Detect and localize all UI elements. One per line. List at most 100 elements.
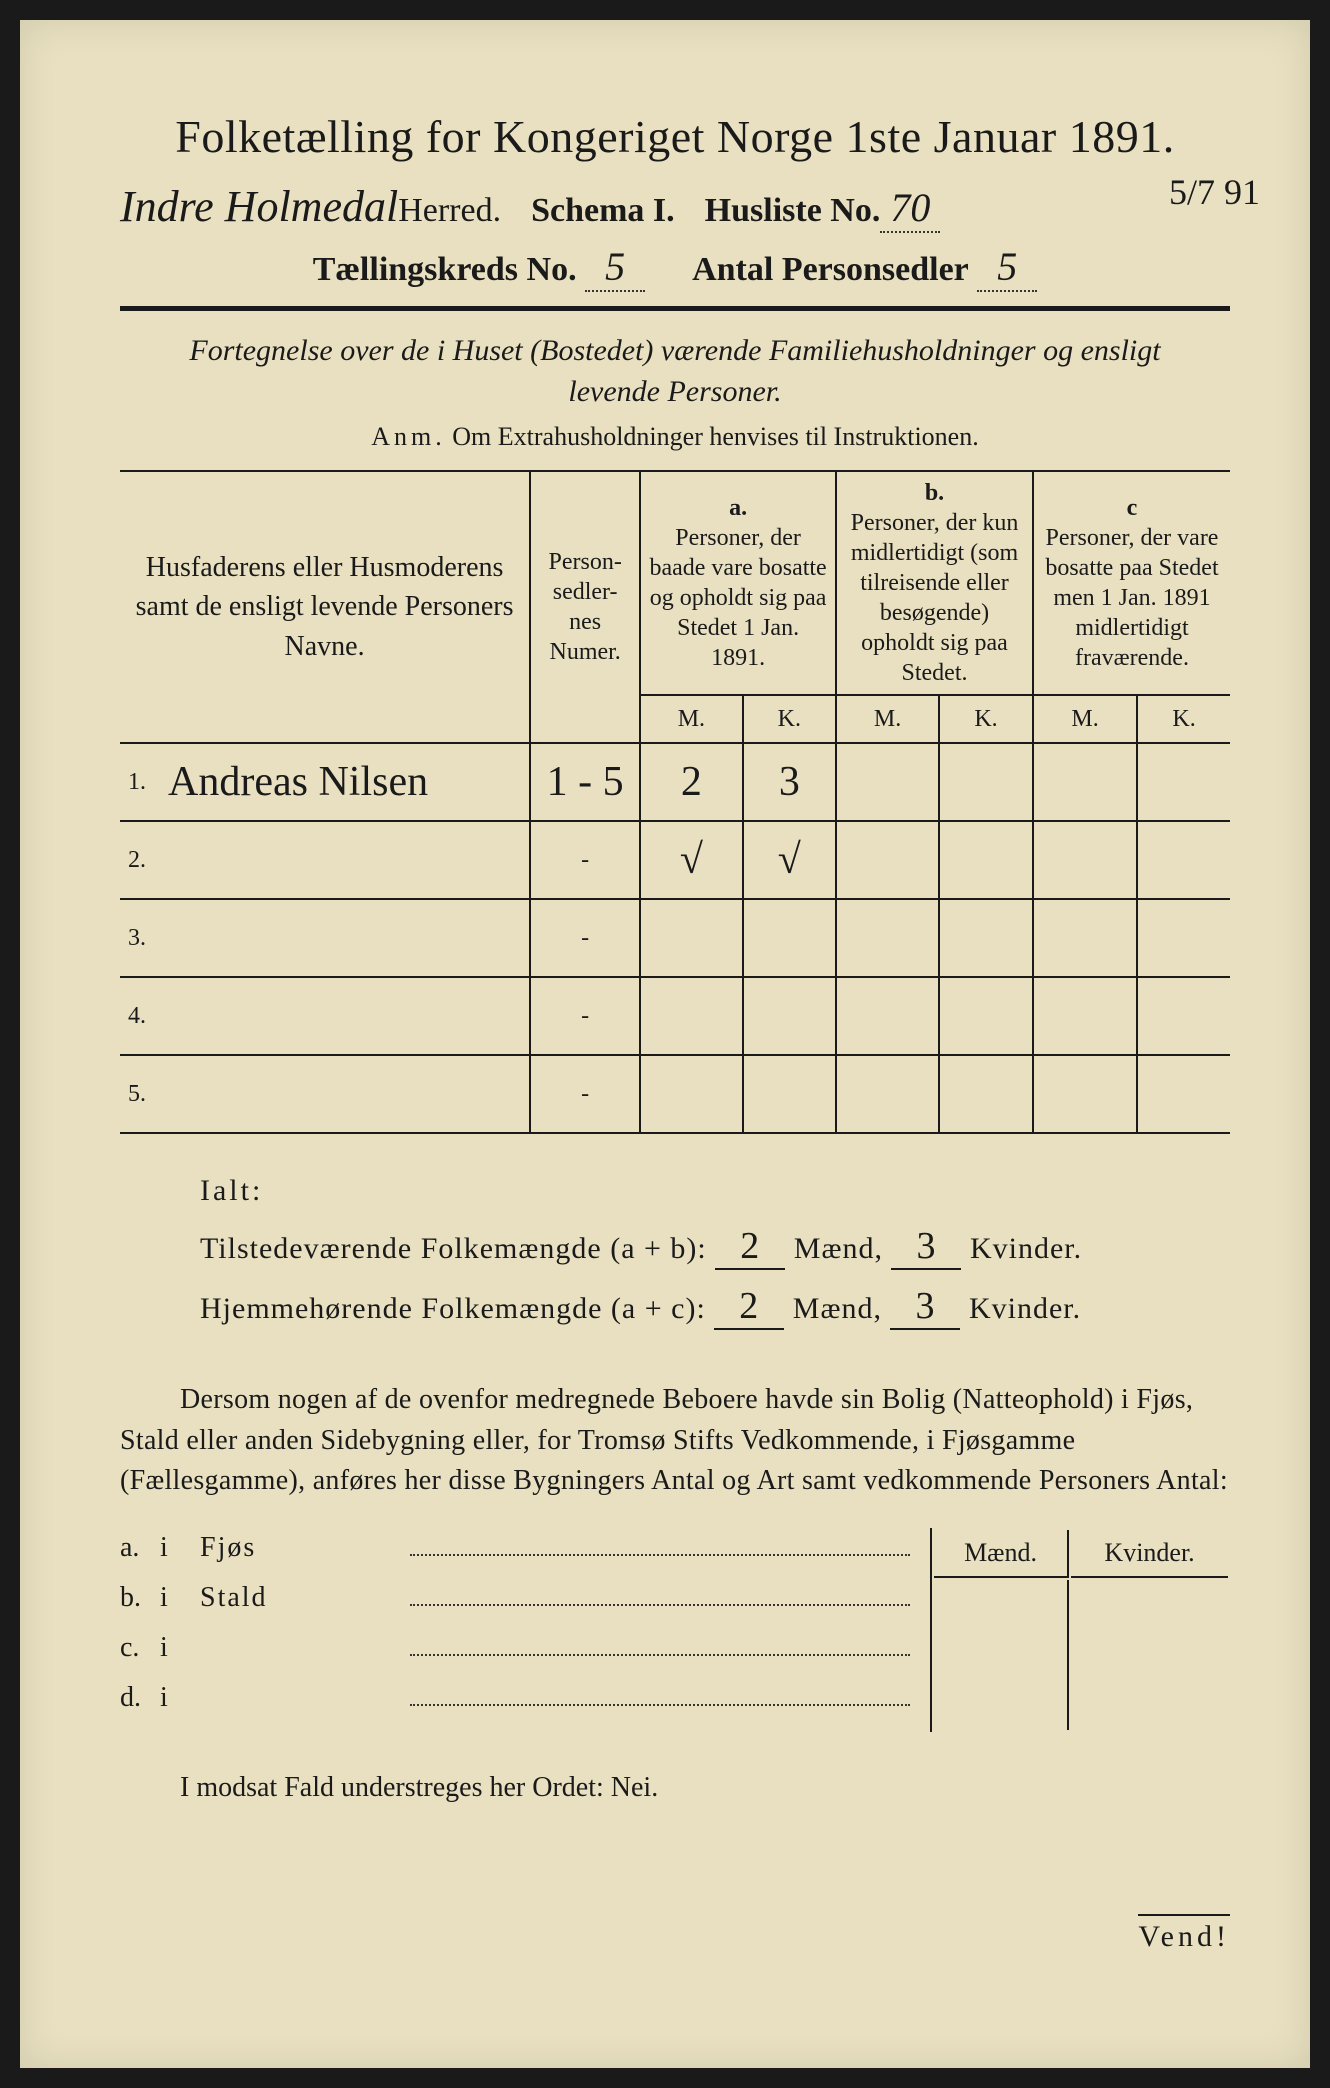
b-m-cell — [836, 821, 939, 899]
header-row-2: Indre Holmedal Herred. Schema I. Huslist… — [120, 181, 1230, 233]
col-b-k: K. — [939, 695, 1033, 743]
c-k-cell — [1137, 899, 1230, 977]
row-number: 3. — [120, 899, 160, 977]
outbuilding-line: b.iStald — [120, 1578, 910, 1614]
totals-block: Ialt: Tilstedeværende Folkemængde (a + b… — [200, 1174, 1230, 1330]
b-k-cell — [939, 899, 1033, 977]
census-form-page: Folketælling for Kongeriget Norge 1ste J… — [20, 20, 1310, 2068]
anm-label: Anm. — [371, 422, 446, 451]
table-row: 4. - — [120, 977, 1230, 1055]
b-k-cell — [939, 977, 1033, 1055]
b-k-cell — [939, 1055, 1033, 1133]
a-k-cell: √ — [743, 821, 836, 899]
herred-name: Indre Holmedal — [120, 181, 398, 232]
ob-head-k: Kvinder. — [1071, 1530, 1228, 1578]
divider — [120, 306, 1230, 311]
b-m-cell — [836, 977, 939, 1055]
kreds-no: 5 — [585, 243, 645, 292]
vendl-label: Vend! — [1138, 1914, 1230, 1954]
margin-date: 5/7 91 — [1169, 171, 1260, 213]
name-cell — [160, 1055, 530, 1133]
name-cell — [160, 899, 530, 977]
ialt-label: Ialt: — [200, 1174, 1230, 1208]
page-title: Folketælling for Kongeriget Norge 1ste J… — [120, 110, 1230, 163]
table-row: 3. - — [120, 899, 1230, 977]
a-m-cell: 2 — [640, 743, 742, 821]
table-row: 1.Andreas Nilsen1 - 523 — [120, 743, 1230, 821]
col-head-names: Husfaderens eller Husmoderens samt de en… — [120, 471, 530, 743]
b-k-cell — [939, 821, 1033, 899]
a-k-cell: 3 — [743, 743, 836, 821]
anm-text: Om Extrahusholdninger henvises til Instr… — [452, 422, 978, 451]
a-m-cell: √ — [640, 821, 742, 899]
col-head-b: b. Personer, der kun midlertidigt (som t… — [836, 471, 1033, 695]
c-m-cell — [1033, 1055, 1137, 1133]
a-m-cell — [640, 977, 742, 1055]
a-k-cell — [743, 899, 836, 977]
outbuilding-lines: a.iFjøs b.iStald c.i d.i — [120, 1528, 910, 1732]
row-number: 1. — [120, 743, 160, 821]
anm-line: Anm. Om Extrahusholdninger henvises til … — [120, 422, 1230, 452]
col-c-k: K. — [1137, 695, 1230, 743]
tilstede-k: 3 — [891, 1224, 961, 1270]
antal-no: 5 — [977, 243, 1037, 292]
tilstede-line: Tilstedeværende Folkemængde (a + b): 2 M… — [200, 1224, 1230, 1270]
outbuilding-paragraph: Dersom nogen af de ovenfor medregnede Be… — [120, 1380, 1230, 1502]
c-k-cell — [1137, 743, 1230, 821]
a-m-cell — [640, 899, 742, 977]
c-k-cell — [1137, 821, 1230, 899]
col-head-numer: Person- sedler- nes Numer. — [530, 471, 640, 743]
main-table: Husfaderens eller Husmoderens samt de en… — [120, 470, 1230, 1134]
antal-label: Antal Personsedler — [692, 251, 969, 288]
numer-cell: 1 - 5 — [530, 743, 640, 821]
c-m-cell — [1033, 899, 1137, 977]
ob-head-m: Mænd. — [934, 1530, 1069, 1578]
hjemme-k: 3 — [890, 1284, 960, 1330]
col-a-k: K. — [743, 695, 836, 743]
subtitle: Fortegnelse over de i Huset (Bostedet) v… — [120, 331, 1230, 412]
col-head-c: c Personer, der vare bosatte paa Stedet … — [1033, 471, 1230, 695]
col-head-a: a. Personer, der baade vare bosatte og o… — [640, 471, 836, 695]
herred-label: Herred. — [398, 192, 501, 230]
b-m-cell — [836, 743, 939, 821]
col-a-m: M. — [640, 695, 742, 743]
row-number: 4. — [120, 977, 160, 1055]
a-k-cell — [743, 977, 836, 1055]
numer-cell: - — [530, 821, 640, 899]
b-m-cell — [836, 899, 939, 977]
header-row-3: Tællingskreds No. 5 Antal Personsedler 5 — [120, 243, 1230, 292]
hjemme-line: Hjemmehørende Folkemængde (a + c): 2 Mæn… — [200, 1284, 1230, 1330]
table-row: 5. - — [120, 1055, 1230, 1133]
a-k-cell — [743, 1055, 836, 1133]
c-m-cell — [1033, 743, 1137, 821]
name-cell: Andreas Nilsen — [160, 743, 530, 821]
a-m-cell — [640, 1055, 742, 1133]
outbuilding-block: a.iFjøs b.iStald c.i d.i Mænd. Kvinder. — [120, 1528, 1230, 1732]
outbuilding-line: c.i — [120, 1628, 910, 1664]
numer-cell: - — [530, 899, 640, 977]
husliste-no: 70 — [880, 184, 940, 233]
table-row: 2.-√√ — [120, 821, 1230, 899]
kreds-label: Tællingskreds No. — [313, 251, 577, 288]
row-number: 2. — [120, 821, 160, 899]
final-line: I modsat Fald understreges her Ordet: Ne… — [120, 1772, 1230, 1804]
c-m-cell — [1033, 821, 1137, 899]
schema-label: Schema I. — [531, 192, 675, 230]
c-k-cell — [1137, 977, 1230, 1055]
numer-cell: - — [530, 977, 640, 1055]
c-m-cell — [1033, 977, 1137, 1055]
outbuilding-line: a.iFjøs — [120, 1528, 910, 1564]
outbuilding-line: d.i — [120, 1678, 910, 1714]
col-b-m: M. — [836, 695, 939, 743]
name-cell — [160, 977, 530, 1055]
col-c-m: M. — [1033, 695, 1137, 743]
name-cell — [160, 821, 530, 899]
tilstede-m: 2 — [715, 1224, 785, 1270]
b-k-cell — [939, 743, 1033, 821]
outbuilding-table: Mænd. Kvinder. — [930, 1528, 1230, 1732]
b-m-cell — [836, 1055, 939, 1133]
row-number: 5. — [120, 1055, 160, 1133]
husliste-label: Husliste No. — [705, 192, 881, 230]
numer-cell: - — [530, 1055, 640, 1133]
hjemme-m: 2 — [714, 1284, 784, 1330]
